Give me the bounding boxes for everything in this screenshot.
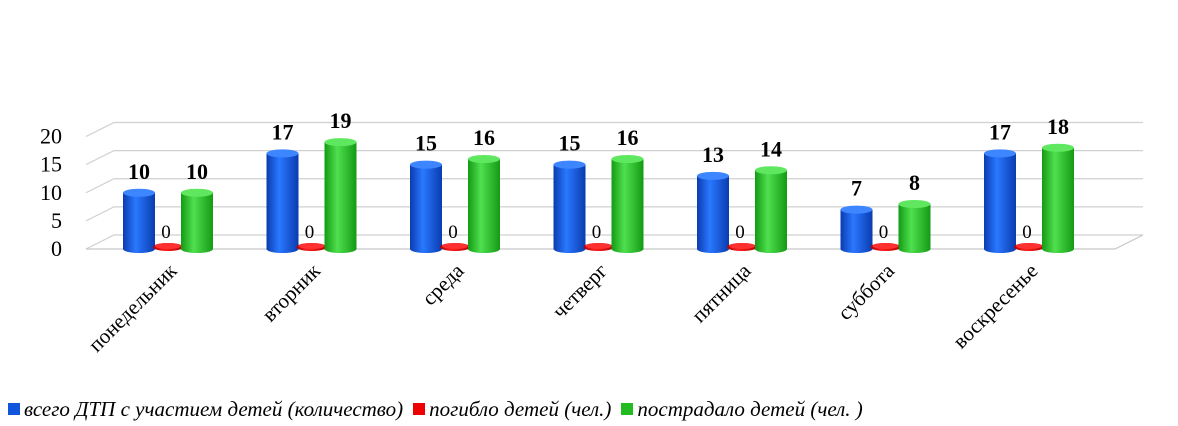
x-tick-label: воскресенье xyxy=(948,259,1043,354)
gridline xyxy=(85,121,1143,138)
bar xyxy=(123,188,155,253)
data-label: 13 xyxy=(702,142,724,167)
legend-swatch-injured xyxy=(621,403,634,415)
bar xyxy=(153,243,183,251)
gridline xyxy=(85,150,1143,166)
bar xyxy=(553,160,586,253)
gridline xyxy=(85,178,1143,194)
x-tick-label: понедельник xyxy=(83,258,182,357)
x-tick-label: суббота xyxy=(833,258,900,325)
bar xyxy=(840,205,873,253)
bar xyxy=(898,200,931,253)
bar xyxy=(583,243,614,251)
bar xyxy=(410,160,442,253)
data-label: 0 xyxy=(448,222,458,243)
bar xyxy=(1042,143,1074,253)
data-label: 0 xyxy=(735,222,745,243)
chart: 0 5 10 15 20 понедельник вторник среда четверг пя… xyxy=(40,108,1144,357)
legend-swatch-killed xyxy=(413,403,426,415)
data-label: 0 xyxy=(1022,222,1032,243)
bars xyxy=(123,138,1074,253)
bar xyxy=(468,155,500,253)
bar xyxy=(1014,243,1044,251)
legend-swatch-total xyxy=(8,403,20,415)
bar xyxy=(440,243,470,251)
gridline xyxy=(85,206,1143,222)
legend: всего ДТП с участием детей (количество) … xyxy=(8,394,1173,424)
data-label: 18 xyxy=(1047,114,1069,139)
gridline xyxy=(85,234,1143,250)
data-label: 0 xyxy=(161,222,171,243)
data-label: 16 xyxy=(473,125,495,150)
data-label: 15 xyxy=(415,131,437,156)
legend-label-injured: пострадало детей (чел. ) xyxy=(637,396,863,421)
data-label: 8 xyxy=(909,170,920,195)
legend-item-killed: погибло детей (чел.) xyxy=(413,397,611,422)
y-tick-label: 20 xyxy=(40,124,62,149)
legend-label-total: всего ДТП с участием детей (количество) xyxy=(24,396,404,421)
data-labels: 10 17 15 15 13 7 17 0 0 0 0 0 0 0 10 19 16 16 14 8 18 xyxy=(128,108,1069,243)
bar xyxy=(296,243,327,251)
x-tick-label: вторник xyxy=(257,258,325,326)
data-label: 10 xyxy=(186,159,208,184)
x-tick-label: четверг xyxy=(547,258,612,323)
data-label: 7 xyxy=(851,176,862,201)
bar xyxy=(611,155,644,253)
data-label: 14 xyxy=(760,136,782,161)
data-label: 10 xyxy=(128,159,150,184)
bar xyxy=(727,243,757,251)
y-tick-label: 15 xyxy=(40,152,62,177)
legend-item-injured: пострадало детей (чел. ) xyxy=(621,396,863,422)
bar xyxy=(266,149,299,253)
bar xyxy=(697,171,729,253)
bar xyxy=(870,243,901,251)
data-label: 0 xyxy=(592,222,602,243)
data-label: 17 xyxy=(989,119,1011,144)
bar xyxy=(181,188,213,253)
y-tick-label: 5 xyxy=(51,208,62,233)
data-label: 16 xyxy=(617,125,639,150)
bar xyxy=(984,149,1016,253)
legend-item-total: всего ДТП с участием детей (количество) xyxy=(8,397,403,422)
data-label: 19 xyxy=(330,108,352,133)
legend-label-killed: погибло детей (чел.) xyxy=(429,396,612,421)
y-tick-label: 10 xyxy=(40,180,62,205)
data-label: 0 xyxy=(879,222,889,243)
data-label: 15 xyxy=(559,131,581,156)
bar xyxy=(755,166,787,253)
x-tick-label: пятница xyxy=(687,258,756,327)
x-tick-label: среда xyxy=(417,258,469,310)
data-label: 0 xyxy=(305,222,315,243)
y-tick-label: 0 xyxy=(51,236,62,261)
bar xyxy=(324,138,357,253)
data-label: 17 xyxy=(272,119,294,144)
